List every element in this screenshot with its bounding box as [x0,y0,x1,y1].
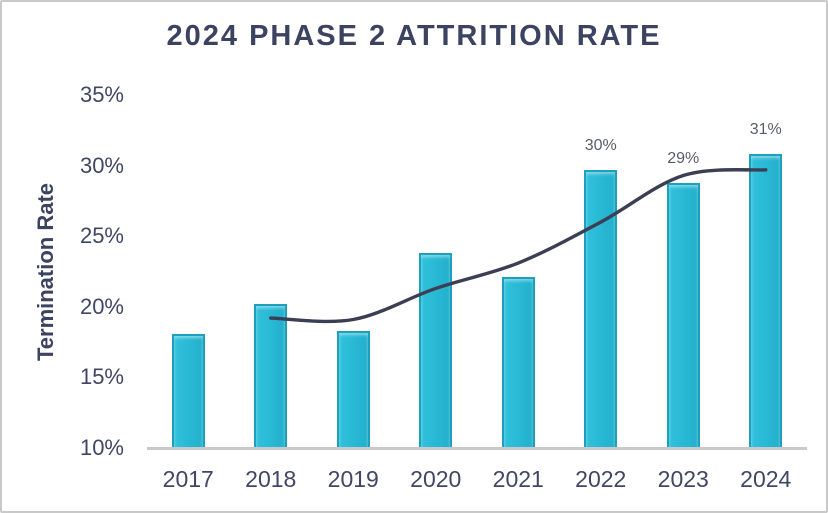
x-axis-tick-label: 2024 [740,466,792,492]
y-axis-tick-label: 30% [79,152,124,178]
bar-2024 [749,154,783,450]
y-axis-title: Termination Rate [33,182,58,362]
bar-2019 [336,330,370,450]
chart-title: 2024 PHASE 2 ATTRITION RATE [166,20,662,52]
bar-2022 [584,169,618,450]
x-axis-tick-label: 2019 [327,466,379,492]
bar-2021 [501,277,535,450]
x-axis-line [147,447,807,450]
x-axis-tick-label: 2020 [410,466,462,492]
y-axis-tick-label: 15% [79,364,124,390]
x-axis-tick-label: 2023 [657,466,709,492]
y-axis-tick-label: 25% [79,223,124,249]
bar-2018 [254,303,288,450]
bar-2020 [419,253,453,450]
bar-data-label: 31% [749,121,782,139]
bar-data-label: 29% [667,149,700,167]
y-axis-tick-label: 20% [79,293,124,319]
x-axis-tick-label: 2017 [162,466,214,492]
x-axis-tick-label: 2022 [575,466,627,492]
y-axis-tick-label: 35% [79,82,124,107]
bar-2017 [171,333,205,450]
bar-2023 [666,182,700,450]
bar-data-label: 30% [584,136,617,154]
y-axis-tick-label: 10% [79,435,124,460]
x-axis-tick-label: 2021 [492,466,544,492]
x-axis-tick-label: 2018 [245,466,297,492]
